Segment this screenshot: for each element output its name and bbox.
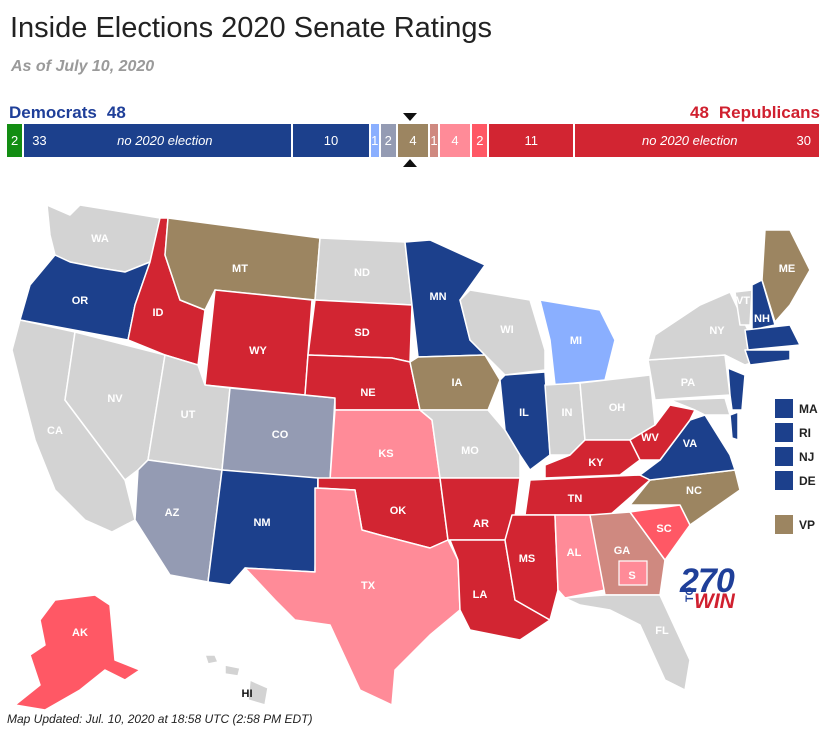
democrats-label: Democrats [9, 103, 97, 122]
state-wy[interactable] [204, 289, 313, 396]
legend-ma[interactable]: MA [775, 398, 821, 419]
legend-de[interactable]: DE [775, 470, 821, 491]
state-tn[interactable] [524, 474, 651, 516]
bar-segment-value: 11 [524, 133, 538, 148]
legend-ri-label: RI [799, 425, 811, 440]
state-hi[interactable] [204, 654, 269, 706]
legend-de-label: DE [799, 473, 816, 488]
legend-vp[interactable]: VP [775, 514, 821, 535]
state-wv[interactable] [629, 404, 696, 461]
republicans-label: Republicans [718, 103, 820, 122]
legend-ma-label: MA [799, 401, 818, 416]
state-fl[interactable] [564, 594, 691, 691]
republicans-total: 48 Republicans [680, 103, 820, 123]
state-tx[interactable] [244, 487, 461, 706]
bar-segment-value: 2 [384, 133, 392, 148]
state-nh[interactable] [751, 279, 776, 331]
state-nj[interactable] [727, 367, 746, 411]
bar-segment: no 2020 election 30 [575, 124, 819, 157]
bar-segment-value: 30 [796, 133, 811, 148]
state-mi[interactable] [539, 299, 616, 386]
georgia-special-election-box[interactable] [618, 560, 648, 586]
republicans-count: 48 [689, 103, 709, 122]
bar-segment: 1 [430, 124, 440, 157]
logo-win: WIN [694, 590, 735, 613]
state-vt[interactable] [734, 289, 753, 326]
logo-270: 270 [680, 562, 735, 600]
democrats-total: Democrats 48 [9, 103, 136, 123]
state-sd[interactable] [307, 299, 413, 363]
bar-segment: 10 [293, 124, 371, 157]
bar-segment: 2 [380, 124, 398, 157]
legend-ri-swatch [775, 423, 793, 442]
state-ks[interactable] [329, 409, 441, 481]
bar-segment-value: 33 [32, 133, 47, 148]
bar-segment-label: no 2020 election [642, 133, 738, 148]
bar-segment: 33 no 2020 election [24, 124, 293, 157]
page-title: Inside Elections 2020 Senate Ratings [10, 12, 493, 44]
bar-segment-value: 2 [10, 133, 19, 148]
state-oh[interactable] [579, 374, 656, 441]
state-md[interactable] [669, 397, 731, 416]
bar-segment-value: 4 [451, 133, 459, 148]
state-ia[interactable] [409, 354, 501, 411]
legend-nj-swatch [775, 447, 793, 466]
seat-balance-bar: 2 33 no 2020 election 10 1 2 4 1 4 2 11 no 2020 ele… [7, 124, 819, 157]
bar-segment-value: 2 [476, 133, 484, 148]
legend-de-swatch [775, 471, 793, 490]
state-nd[interactable] [314, 237, 413, 306]
state-in[interactable] [544, 382, 586, 456]
state-co[interactable] [221, 387, 336, 481]
state-me[interactable] [761, 229, 811, 323]
bar-segment: 11 [489, 124, 575, 157]
state-ct[interactable] [744, 349, 791, 366]
legend-nj-label: NJ [799, 449, 815, 464]
legend-vp-label: VP [799, 517, 816, 532]
bar-segment: 2 [7, 124, 25, 157]
bar-segment: 4 [439, 124, 473, 157]
legend-vp-swatch [775, 515, 793, 534]
majority-marker-bottom-icon [403, 159, 417, 167]
legend-nj[interactable]: NJ [775, 446, 821, 467]
state-nm[interactable] [207, 469, 319, 586]
legend-ri[interactable]: RI [775, 422, 821, 443]
bar-segment-value: 1 [430, 133, 438, 148]
state-ak[interactable] [14, 594, 141, 711]
legend-ma-swatch [775, 399, 793, 418]
state-mo[interactable] [419, 409, 521, 479]
democrats-count: 48 [106, 103, 126, 122]
bar-segment-value: 10 [323, 133, 339, 148]
majority-marker-top-icon [403, 113, 417, 121]
map-updated-note: Map Updated: Jul. 10, 2020 at 18:58 UTC … [7, 712, 313, 726]
270towin-logo[interactable]: 270 TO WIN [680, 562, 735, 613]
state-de[interactable] [729, 411, 739, 441]
bar-segment-value: 4 [409, 133, 417, 148]
bar-segment: 1 [371, 124, 381, 157]
page-subtitle: As of July 10, 2020 [11, 58, 155, 75]
state-pa[interactable] [647, 354, 731, 401]
bar-segment-label: no 2020 election [117, 133, 213, 148]
state-az[interactable] [134, 459, 223, 583]
state-label-md: MD [801, 347, 818, 359]
state-ma[interactable] [744, 324, 801, 351]
bar-segment: 2 [472, 124, 490, 157]
bar-segment-value: 1 [371, 133, 379, 148]
state-al[interactable] [554, 514, 606, 599]
bar-segment: 4 [397, 124, 431, 157]
